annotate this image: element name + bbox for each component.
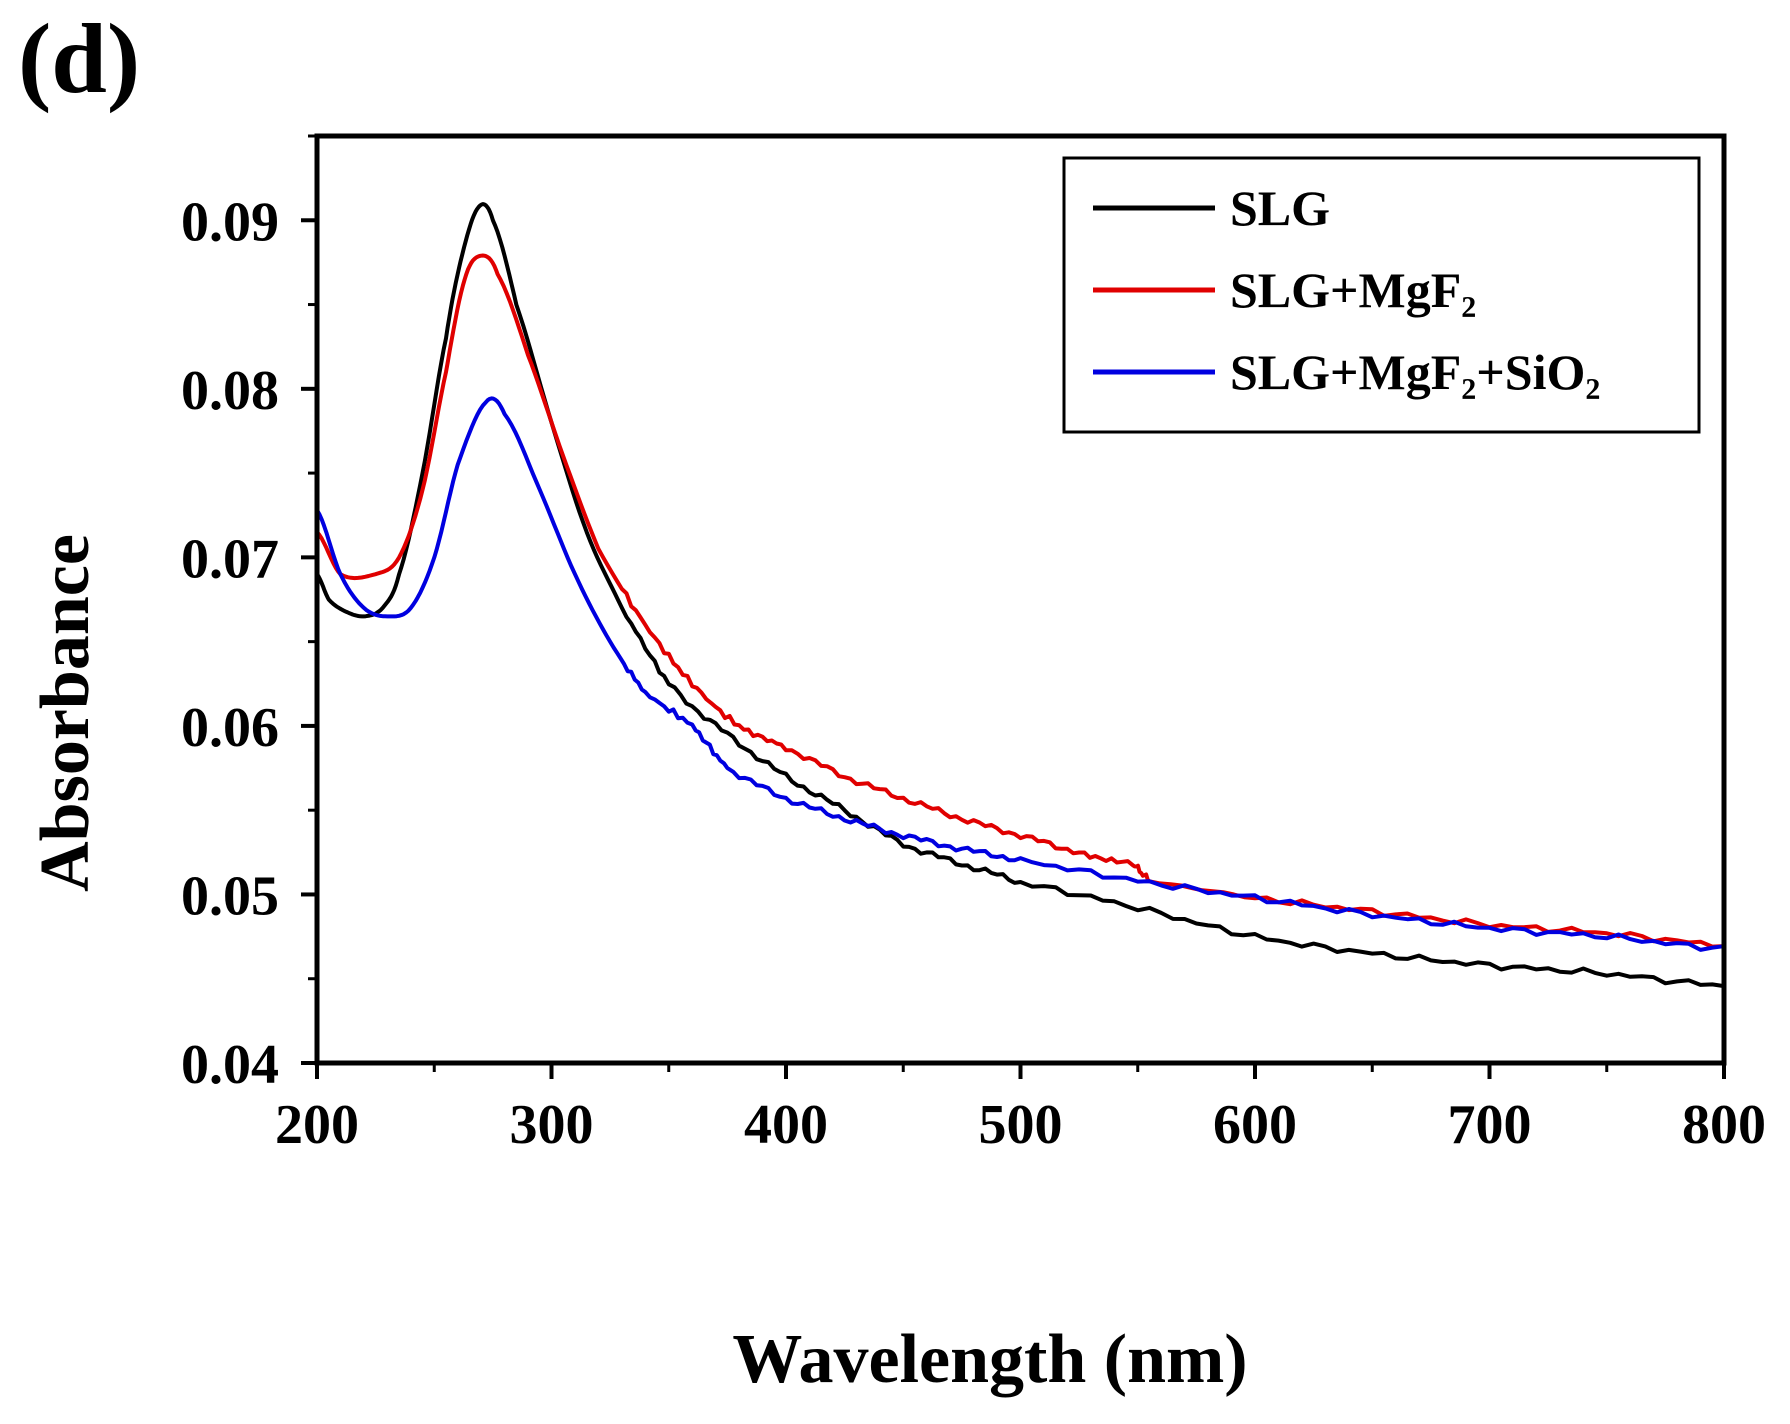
y-axis-title: Absorbance [27,534,104,892]
plot-area: 200 300 400 500 600 700 800 0.04 0.05 0.06 0.07 0.0… [181,133,1766,1156]
y-tick-label: 0.08 [181,360,279,422]
legend-box [1062,156,1701,434]
x-tick-label: 600 [1213,1094,1297,1156]
series-line-2 [315,396,1726,952]
series-line-0 [315,202,1726,989]
panel-label: (d) [18,3,140,114]
y-tick-label: 0.07 [181,528,279,590]
y-tick-label: 0.06 [181,697,279,759]
legend-label-1: SLG+MgF₂ [1230,262,1476,318]
x-tick-label: 700 [1448,1094,1532,1156]
legend-label-0: SLG [1230,180,1330,236]
x-tick-label: 400 [744,1094,828,1156]
x-tick-label: 800 [1682,1094,1766,1156]
x-axis-title: Wavelength (nm) [732,1321,1247,1398]
legend: SLG SLG+MgF₂ SLG+MgF₂+SiO₂ [1062,156,1701,434]
x-tick-label: 300 [510,1094,594,1156]
y-tick-label: 0.05 [181,865,279,927]
x-tick-label: 200 [275,1094,359,1156]
y-tick-label: 0.09 [181,191,279,253]
x-tick-label: 500 [979,1094,1063,1156]
legend-label-2: SLG+MgF₂+SiO₂ [1230,344,1600,400]
y-tick-label: 0.04 [181,1034,279,1096]
